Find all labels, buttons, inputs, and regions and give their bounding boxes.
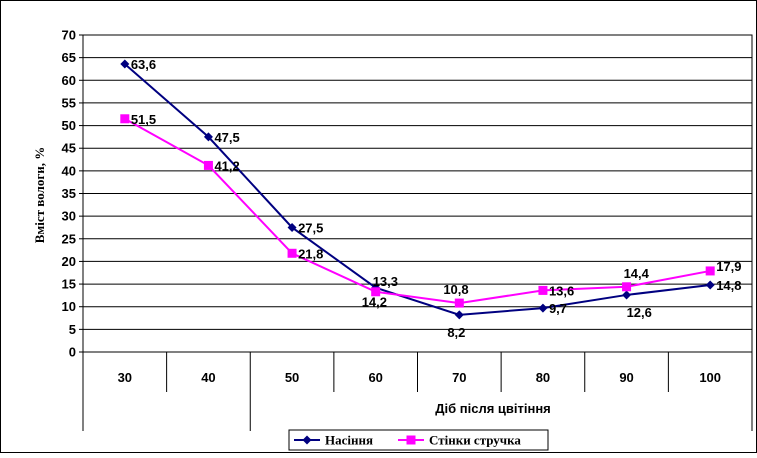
x-tick-label: 40 [201,370,215,385]
y-tick-label: 45 [62,141,76,156]
series-line-0 [124,63,711,316]
y-tick-label: 0 [69,345,76,360]
data-point [705,280,715,290]
x-tick-label: 90 [619,370,633,385]
y-tick-label: 35 [62,186,76,201]
data-point [287,248,297,258]
y-tick-label: 40 [62,163,76,178]
x-tick-label: 50 [285,370,299,385]
data-point [622,290,632,300]
data-label: 47,5 [214,130,239,145]
data-point [622,282,632,292]
data-label: 21,8 [298,246,323,261]
x-tick-label: 30 [118,370,132,385]
data-label: 10,8 [443,282,468,297]
x-axis-title: Діб після цвітіння [435,401,551,416]
x-tick-label: 80 [536,370,550,385]
data-label: 41,2 [214,158,239,173]
data-label: 14,4 [624,266,650,281]
y-axis-title: Вміст вологи, % [32,147,47,244]
legend-label: Насіння [325,433,373,448]
data-label: 12,6 [627,305,652,320]
data-point [454,310,464,320]
data-point [203,132,213,142]
data-label: 17,9 [716,259,741,274]
y-tick-label: 5 [69,322,76,337]
data-point [203,160,213,170]
data-point [120,59,130,69]
y-tick-label: 65 [62,50,76,65]
legend-label: Стінки стручка [429,433,521,448]
data-point [371,287,381,297]
y-tick-label: 30 [62,209,76,224]
y-tick-label: 25 [62,231,76,246]
y-tick-label: 15 [62,277,76,292]
data-label: 13,6 [549,283,574,298]
y-tick-label: 55 [62,95,76,110]
data-label: 27,5 [298,220,323,235]
data-label: 14,2 [362,295,387,310]
y-tick-label: 50 [62,118,76,133]
y-tick-label: 70 [62,28,76,43]
x-tick-label: 60 [368,370,382,385]
data-point [120,114,130,124]
data-point [705,266,715,276]
data-point [287,222,297,232]
data-label: 8,2 [447,325,465,340]
x-tick-label: 100 [699,370,721,385]
data-label: 9,7 [549,301,567,316]
plot-area: 0 5 10 15 20 25 30 35 40 45 50 55 60 65 70 30 40 50 60 70 80… [62,28,753,431]
data-point [538,285,548,295]
series-line-1 [124,117,711,305]
data-point [538,303,548,313]
data-label: 13,3 [373,274,398,289]
legend: Насіння Стінки стручка [288,429,549,451]
data-point [454,298,464,308]
data-label: 51,5 [131,112,156,127]
data-label: 14,8 [716,278,741,293]
x-tick-label: 70 [452,370,466,385]
legend-marker [406,435,416,445]
y-tick-label: 60 [62,73,76,88]
legend-marker [302,435,312,445]
y-tick-label: 20 [62,254,76,269]
data-label: 63,6 [131,57,156,72]
y-tick-label: 10 [62,299,76,314]
